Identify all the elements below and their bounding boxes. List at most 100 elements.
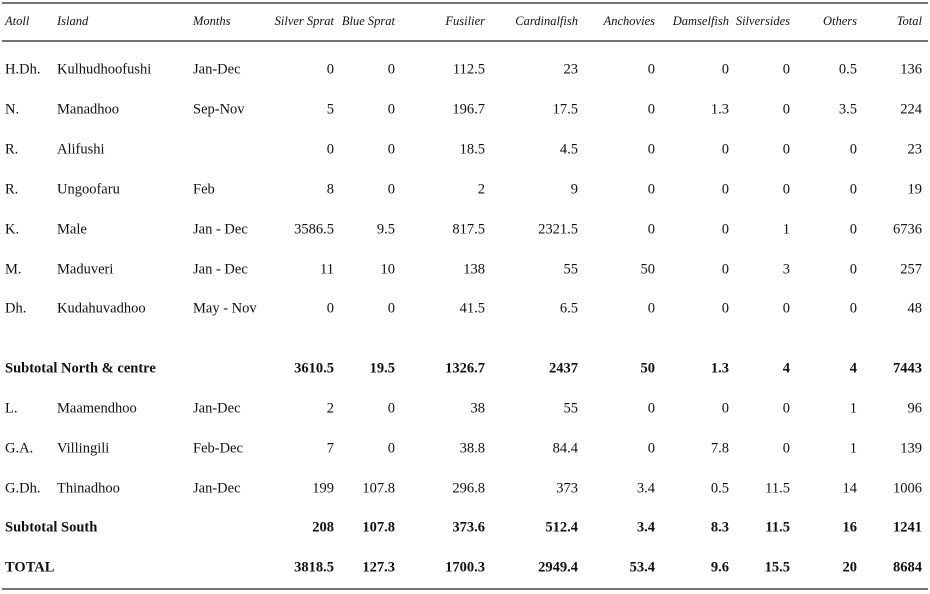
cell: 1.3 — [711, 360, 729, 376]
column-header: Anchovies — [603, 14, 656, 28]
row-label: R. — [5, 141, 18, 157]
cell: May - Nov — [193, 300, 257, 316]
cell: 19 — [908, 181, 923, 197]
cell: 1006 — [893, 480, 922, 496]
cell: 2 — [327, 400, 334, 416]
cell: 23 — [564, 61, 579, 77]
cell: 96 — [908, 400, 923, 416]
cell: 0 — [388, 181, 395, 197]
cell: 0 — [722, 61, 729, 77]
cell: 53.4 — [630, 559, 655, 575]
cell: Villingili — [57, 440, 109, 456]
cell: 373 — [556, 480, 578, 496]
row-label: H.Dh. — [5, 61, 40, 77]
cell: 138 — [463, 261, 485, 277]
column-header: Others — [823, 14, 857, 28]
cell: 38.8 — [460, 440, 485, 456]
cell: 199 — [312, 480, 334, 496]
cell: 48 — [908, 300, 923, 316]
cell: Feb-Dec — [193, 440, 243, 456]
cell: 55 — [564, 400, 579, 416]
cell: 5 — [327, 101, 334, 117]
row-label: G.Dh. — [5, 480, 40, 496]
cell: 6736 — [893, 221, 922, 237]
cell: 1.3 — [711, 101, 729, 117]
cell: 512.4 — [545, 519, 578, 535]
cell: 0 — [850, 261, 857, 277]
cell: 2949.4 — [538, 559, 578, 575]
cell: 6.5 — [560, 300, 578, 316]
row-label: N. — [5, 101, 19, 117]
cell: 0 — [327, 61, 334, 77]
cell: 0 — [388, 440, 395, 456]
cell: 0.5 — [711, 480, 729, 496]
cell: 0 — [327, 300, 334, 316]
cell: 41.5 — [460, 300, 485, 316]
cell: Jan - Dec — [193, 261, 248, 277]
cell: 0 — [722, 141, 729, 157]
cell: 0 — [850, 300, 857, 316]
cell: 0 — [850, 221, 857, 237]
cell: 0 — [648, 300, 655, 316]
cell: Alifushi — [57, 141, 105, 157]
cell: 208 — [312, 519, 334, 535]
cell: Maamendhoo — [57, 400, 137, 416]
cell: 3610.5 — [294, 360, 334, 376]
cell: 0 — [648, 440, 655, 456]
cell: Manadhoo — [57, 101, 119, 117]
cell: Kudahuvadhoo — [57, 300, 146, 316]
cell: 1241 — [893, 519, 922, 535]
row-label: M. — [5, 261, 22, 277]
cell: 3 — [783, 261, 790, 277]
cell: 296.8 — [452, 480, 485, 496]
cell: 11 — [320, 261, 334, 277]
row-label: TOTAL — [5, 559, 55, 575]
column-header: Atoll — [4, 14, 30, 28]
cell: 3.5 — [839, 101, 857, 117]
cell: 84.4 — [553, 440, 579, 456]
column-header: Damselfish — [672, 14, 729, 28]
cell: 2 — [478, 181, 485, 197]
cell: 0 — [722, 261, 729, 277]
cell: 0 — [648, 61, 655, 77]
cell: 50 — [641, 261, 656, 277]
row-label: L. — [5, 400, 17, 416]
cell: Kulhudhoofushi — [57, 61, 151, 77]
row-label: R. — [5, 181, 18, 197]
cell: 0 — [388, 400, 395, 416]
cell: 0 — [388, 300, 395, 316]
cell: 0 — [722, 300, 729, 316]
cell: 0 — [722, 181, 729, 197]
cell: 107.8 — [362, 519, 395, 535]
column-header: Silver Sprat — [275, 14, 335, 28]
cell: Ungoofaru — [57, 181, 120, 197]
column-header: Silversides — [736, 14, 790, 28]
cell: 0 — [783, 141, 790, 157]
row-label: K. — [5, 221, 19, 237]
cell: 2321.5 — [538, 221, 578, 237]
cell: 0 — [722, 221, 729, 237]
cell: Thinadhoo — [57, 480, 120, 496]
column-header: Blue Sprat — [342, 14, 396, 28]
cell: 0 — [850, 181, 857, 197]
cell: Maduveri — [57, 261, 113, 277]
cell: 0 — [648, 221, 655, 237]
cell: 7 — [327, 440, 334, 456]
cell: Male — [57, 221, 87, 237]
cell: 15.5 — [765, 559, 790, 575]
cell: 2437 — [549, 360, 578, 376]
cell: 1 — [850, 440, 857, 456]
cell: 9 — [571, 181, 578, 197]
cell: 127.3 — [362, 559, 395, 575]
cell: Jan-Dec — [193, 61, 241, 77]
cell: 136 — [900, 61, 922, 77]
cell: 1 — [850, 400, 857, 416]
cell: 112.5 — [453, 61, 485, 77]
cell: 0.5 — [839, 61, 857, 77]
column-header: Cardinalfish — [515, 14, 578, 28]
cell: 3586.5 — [294, 221, 334, 237]
column-header: Total — [897, 14, 923, 28]
cell: 1326.7 — [445, 360, 485, 376]
cell: 38 — [471, 400, 486, 416]
cell: 3.4 — [637, 480, 656, 496]
